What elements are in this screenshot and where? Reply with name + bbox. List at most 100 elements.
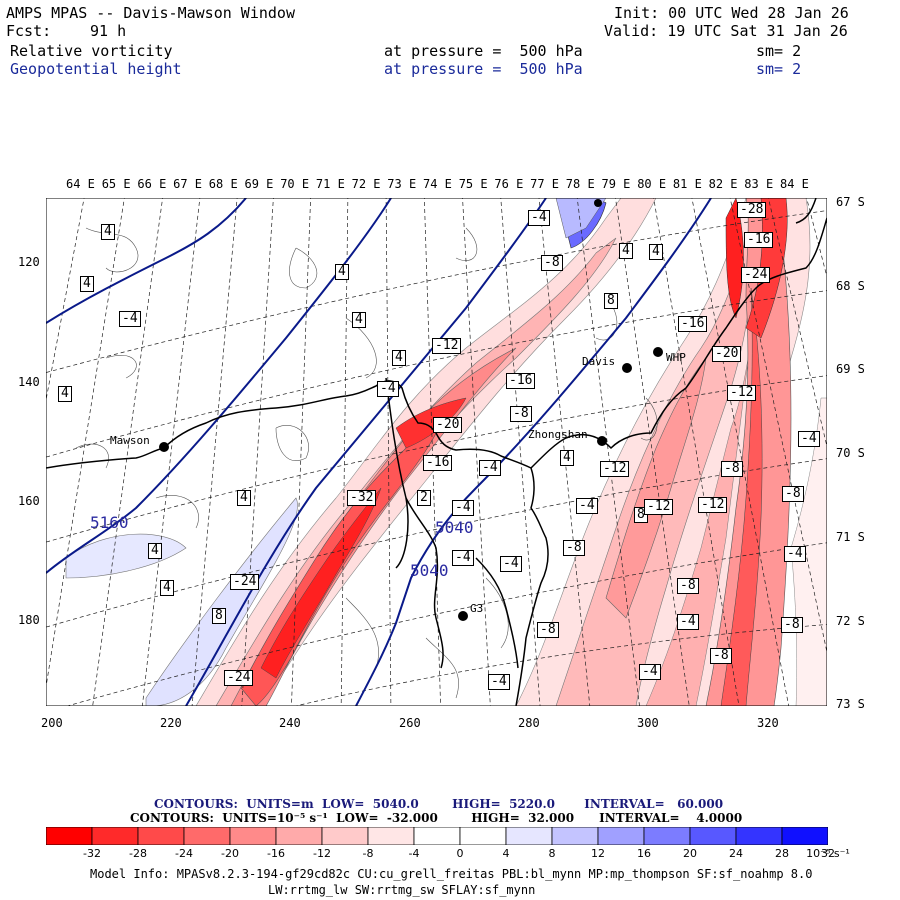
vorticity-value-label: -24	[224, 670, 254, 686]
latitude-label: 68 S	[836, 278, 865, 293]
longitude-label: 83 E	[744, 177, 774, 191]
vorticity-map	[46, 198, 827, 706]
longitude-label: 77 E	[530, 177, 559, 191]
vorticity-value-label: -24	[741, 267, 771, 283]
vorticity-value-label: 4	[237, 490, 251, 506]
vorticity-value-label: 4	[101, 224, 115, 240]
vorticity-value-label: -4	[377, 381, 399, 397]
longitude-label: 73 E	[387, 177, 417, 191]
vorticity-value-label: -8	[782, 486, 804, 502]
longitude-label: 69 E	[244, 177, 274, 191]
colorbar-swatch	[183, 827, 231, 845]
colorbar-swatch	[367, 827, 415, 845]
vorticity-value-label: -16	[506, 373, 536, 389]
vorticity-value-label: -4	[528, 210, 550, 226]
colorbar-swatch	[413, 827, 461, 845]
colorbar-tick: 32	[821, 847, 835, 860]
height-label-5040-b: 5040	[410, 561, 449, 580]
longitude-label: 66 E	[137, 177, 167, 191]
vorticity-value-label: -16	[744, 232, 774, 248]
colorbar-swatch	[643, 827, 691, 845]
vorticity-value-label: -4	[784, 546, 806, 562]
vorticity-value-label: 4	[160, 580, 174, 596]
field2-smooth: sm= 2	[756, 60, 802, 78]
model-info-line1: Model Info: MPASv8.2.3-194-gf29cd82c CU:…	[90, 867, 813, 881]
station-mawson	[159, 442, 169, 452]
vorticity-value-label: 4	[148, 543, 162, 559]
label-mawson: Mawson	[110, 434, 150, 447]
vorticity-value-label: 4	[80, 276, 94, 292]
vorticity-value-label: -8	[510, 406, 532, 422]
colorbar-tick: 24	[729, 847, 743, 860]
colorbar-tick: 4	[502, 847, 510, 860]
field2-name: Geopotential height	[10, 60, 182, 78]
vorticity-value-label: 4	[619, 243, 633, 259]
field1-name: Relative vorticity	[10, 42, 173, 60]
forecast-label: Fcst:	[6, 22, 52, 40]
latitude-label: 69 S	[836, 362, 865, 377]
longitude-label: 65 E	[101, 177, 131, 191]
vorticity-value-label: -8	[781, 617, 803, 633]
colorbar-tick: -8	[362, 847, 374, 860]
longitude-label: 81 E	[672, 177, 702, 191]
vorticity-value-label: -32	[347, 490, 377, 506]
latitude-label: 73 S	[836, 697, 865, 712]
vorticity-value-label: -4	[488, 674, 510, 690]
vorticity-value-label: -4	[452, 500, 474, 516]
longitude-label: 76 E	[494, 177, 524, 191]
vorticity-value-label: 2	[417, 490, 431, 506]
vorticity-value-label: -12	[432, 338, 462, 354]
colorbar-tick: -16	[267, 847, 285, 860]
x-tick-label: 320	[757, 716, 779, 730]
colorbar-swatch	[781, 827, 828, 845]
vorticity-value-label: 8	[212, 608, 226, 624]
y-tick-label: 160	[18, 494, 40, 508]
vorticity-band-far-east	[705, 198, 792, 706]
y-tick-label: 180	[18, 613, 40, 627]
vorticity-value-label: 4	[352, 312, 366, 328]
colorbar-swatch	[46, 827, 93, 845]
vorticity-value-label: 4	[649, 244, 663, 260]
colorbar-swatch	[735, 827, 783, 845]
vorticity-value-label: -16	[423, 455, 453, 471]
colorbar-tick: 28	[775, 847, 789, 860]
longitude-label: 68 E	[208, 177, 238, 191]
latitude-label: 71 S	[836, 529, 865, 544]
vorticity-value-label: 4	[58, 386, 72, 402]
field1-smooth: sm= 2	[756, 42, 802, 60]
station-davis	[622, 363, 632, 373]
label-davis: Davis	[582, 355, 616, 368]
colorbar-swatch	[689, 827, 737, 845]
x-tick-label: 300	[637, 716, 659, 730]
vorticity-value-label: -4	[500, 556, 522, 572]
vorticity-value-label: -8	[677, 578, 699, 594]
colorbar-swatch	[137, 827, 185, 845]
station-whp	[653, 347, 663, 357]
vorticity-value-label: -12	[600, 461, 630, 477]
colorbar-units: 10⁻⁵ s⁻¹	[806, 847, 850, 860]
field2-level: at pressure = 500 hPa	[384, 60, 583, 78]
latitude-label: 67 S	[836, 195, 865, 209]
forecast-hour: 91 h	[90, 22, 127, 40]
label-g3: G3	[470, 602, 484, 615]
field1-level: at pressure = 500 hPa	[384, 42, 583, 60]
init-time: Init: 00 UTC Wed 28 Jan 26	[614, 4, 849, 22]
colorbar-tick: -24	[175, 847, 193, 860]
x-tick-label: 240	[279, 716, 301, 730]
colorbar-tick: 12	[591, 847, 605, 860]
colorbar-tick: -12	[313, 847, 331, 860]
colorbar-tick: 8	[548, 847, 556, 860]
longitude-label: 82 E	[708, 177, 738, 191]
colorbar-swatch	[459, 827, 507, 845]
colorbar-tick: 20	[683, 847, 697, 860]
vorticity-value-label: -8	[721, 461, 743, 477]
colorbar-swatch	[505, 827, 553, 845]
vorticity-value-label: -4	[639, 664, 661, 680]
vorticity-value-label: 4	[335, 264, 349, 280]
longitude-label: 74 E	[423, 177, 452, 191]
longitude-label: 84 E	[780, 177, 809, 191]
colorbar-swatch	[275, 827, 323, 845]
x-tick-label: 260	[399, 716, 421, 730]
vorticity-value-label: -4	[576, 498, 598, 514]
vorticity-value-label: -12	[698, 497, 728, 513]
